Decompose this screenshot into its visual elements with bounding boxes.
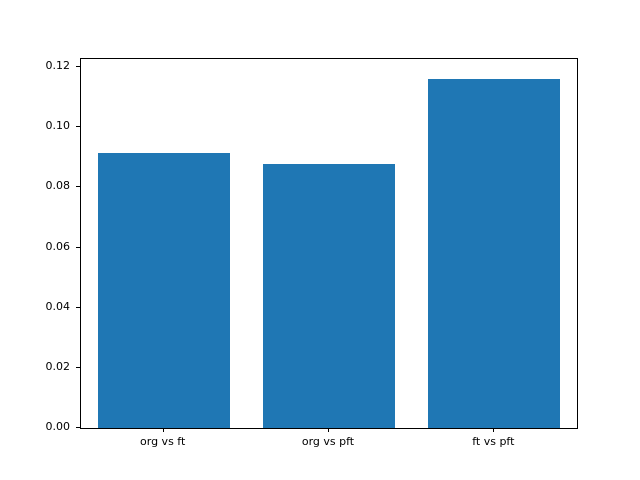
y-tick-label: 0.12 [45,59,71,73]
x-tick-label: org vs pft [301,435,355,448]
bar-org-vs-pft [262,163,396,428]
y-tick-label: 0.00 [45,420,71,433]
y-tick-label: 0.06 [45,239,71,253]
y-tick-mark [76,427,80,428]
plot-area [80,58,578,429]
y-tick-mark [76,246,80,248]
x-tick-label: org vs ft [140,435,186,448]
y-tick-mark [76,366,80,368]
y-tick-mark [76,66,80,68]
y-tick-label: 0.04 [45,299,71,313]
y-tick-label: 0.10 [45,119,71,133]
x-tick-mark [493,428,495,432]
x-tick-mark [162,428,164,432]
y-tick-mark [76,126,80,128]
x-tick-mark [328,428,329,432]
bar-org-vs-ft [97,152,230,428]
y-tick-label: 0.08 [45,179,71,193]
x-tick-label: ft vs pft [472,435,515,448]
y-tick-label: 0.02 [45,359,71,373]
y-tick-mark [76,186,80,188]
y-tick-mark [76,306,80,308]
bar-ft-vs-pft [428,79,561,428]
